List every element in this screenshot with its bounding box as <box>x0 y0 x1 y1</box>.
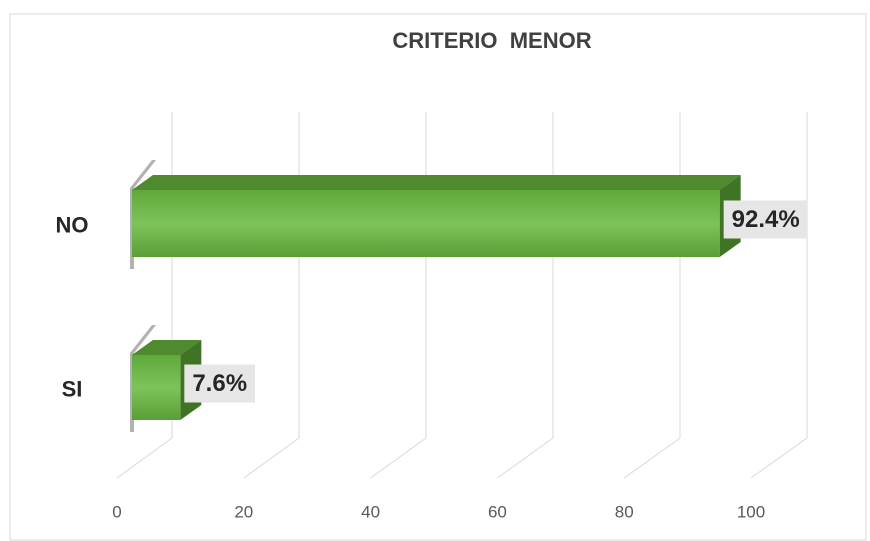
bar-front <box>132 190 720 257</box>
value-label-bg <box>723 200 808 239</box>
x-tick-label: 100 <box>737 502 765 521</box>
bar-top <box>132 175 741 190</box>
value-label-bg <box>184 364 256 403</box>
x-tick-label: 60 <box>488 502 507 521</box>
bar <box>132 175 741 257</box>
bar-shadow <box>130 160 156 269</box>
category-label: SI <box>62 376 83 401</box>
bar-front <box>132 355 181 420</box>
chart-title: CRITERIO MENOR <box>392 28 591 53</box>
bar-shadow <box>130 325 156 432</box>
x-tick-label: 0 <box>112 502 121 521</box>
value-label: 7.6% <box>192 370 247 397</box>
value-label: 92.4% <box>732 206 800 233</box>
x-tick-label: 20 <box>234 502 253 521</box>
x-tick-label: 40 <box>361 502 380 521</box>
x-tick-label: 80 <box>615 502 634 521</box>
category-label: NO <box>56 212 89 237</box>
chart-frame <box>9 13 867 541</box>
bar-top <box>132 340 202 355</box>
